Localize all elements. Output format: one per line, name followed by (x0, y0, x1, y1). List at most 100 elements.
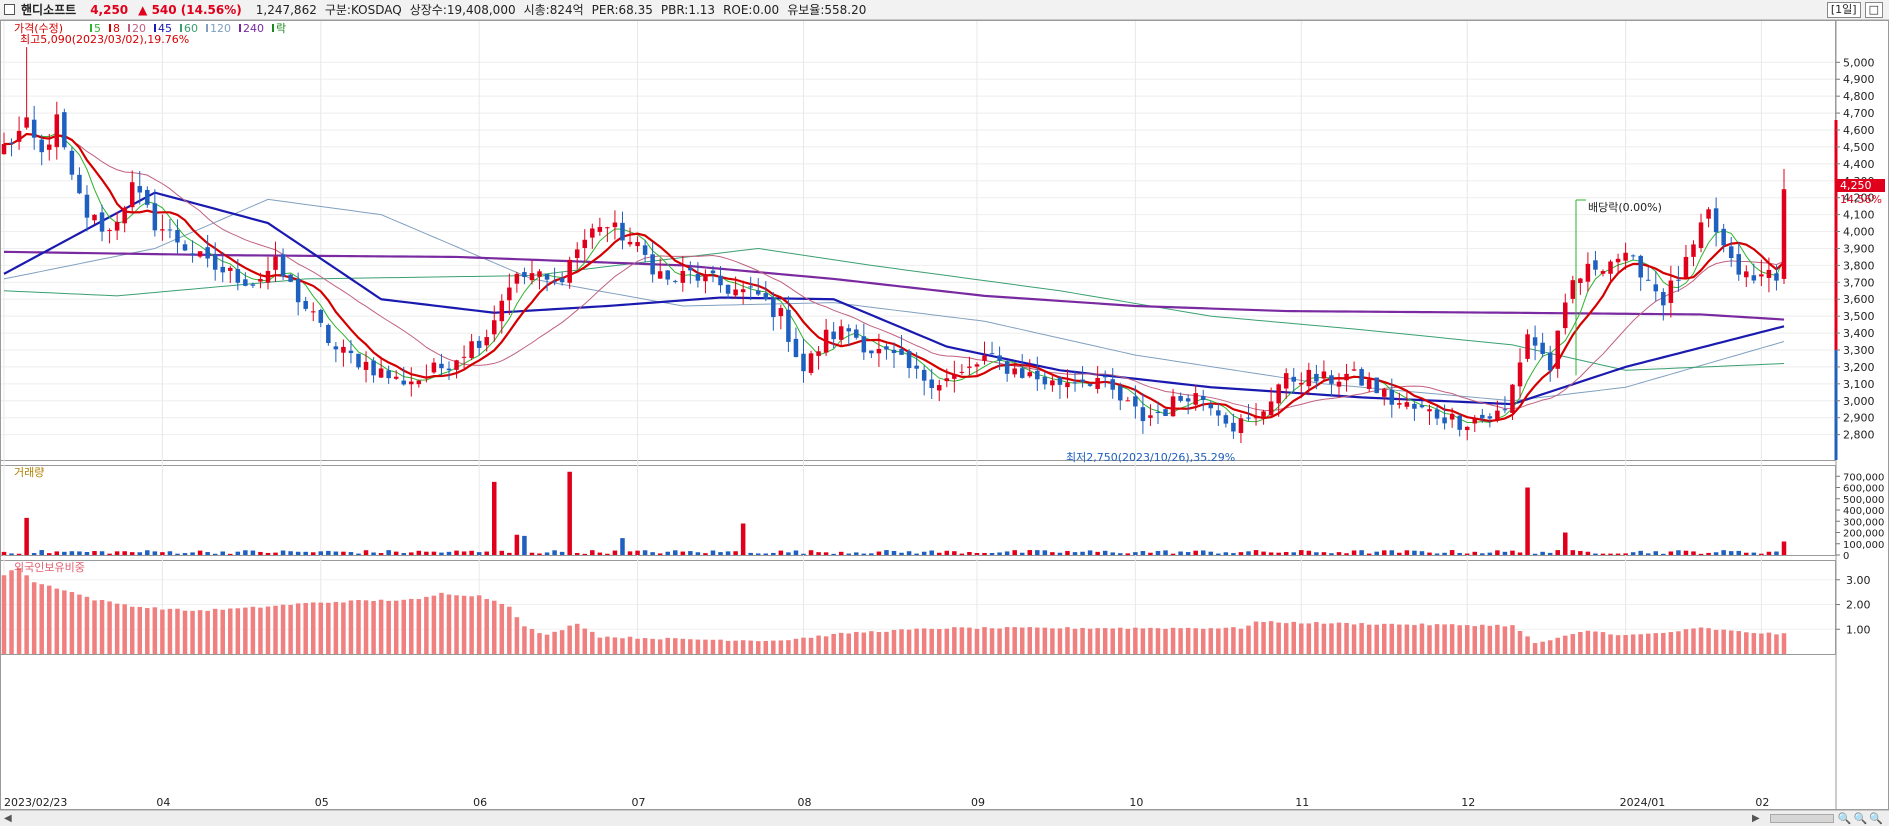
volume-bar (884, 550, 889, 555)
foreign-bar (1178, 628, 1183, 654)
candle-body (974, 364, 980, 367)
volume-tick-label: 400,000 (1843, 506, 1884, 517)
foreign-bar (1728, 630, 1734, 654)
candle-body (1781, 189, 1787, 279)
foreign-bar (1721, 629, 1726, 654)
foreign-bar (1374, 624, 1379, 654)
foreign-bar (537, 633, 542, 654)
volume-bar (718, 552, 723, 555)
volume-bar (1630, 552, 1636, 555)
candle-body (937, 385, 942, 391)
foreign-bar (1351, 624, 1357, 654)
foreign-bar (1517, 631, 1523, 654)
foreign-bar (1336, 622, 1342, 654)
foreign-bar (869, 631, 874, 654)
candle (137, 170, 143, 205)
candle (197, 251, 203, 259)
candle-body (1547, 352, 1553, 371)
foreign-bar (989, 628, 995, 654)
scroll-left-icon[interactable]: ◀ (4, 813, 12, 824)
candle-body (1321, 371, 1327, 379)
volume-bar (280, 550, 286, 555)
volume-bar (808, 550, 814, 555)
volume-bar (1366, 553, 1372, 555)
volume-bar (1170, 553, 1176, 555)
foreign-bar (725, 640, 731, 654)
candle (1344, 363, 1349, 392)
scroll-right-icon[interactable]: ▶ (1752, 813, 1760, 824)
foreign-bar (205, 610, 210, 654)
foreign-bar (1774, 634, 1779, 654)
candle-body (1653, 284, 1659, 292)
chart-scrollbar[interactable]: ◀ ▶ 🔍🔍🔍 (0, 810, 1889, 826)
volume-bar (1374, 551, 1379, 555)
candle-body (899, 349, 904, 355)
volume-value: 1,247,862 (255, 2, 317, 17)
candle (1495, 400, 1500, 423)
candle-body (439, 363, 444, 369)
zoom-icons[interactable]: 🔍🔍🔍 (1837, 812, 1885, 825)
candle (959, 363, 965, 375)
candle-body (997, 355, 1002, 361)
volume-bar (635, 550, 640, 555)
price-tick-label: 4,900 (1843, 73, 1875, 86)
volume-bar (1600, 553, 1606, 555)
foreign-bar (280, 604, 286, 654)
volume-bar (363, 550, 369, 555)
candle-body (152, 203, 158, 231)
candle-body (1630, 255, 1636, 257)
candle (1374, 377, 1379, 394)
candle (665, 270, 670, 286)
foreign-bar (273, 605, 278, 654)
volume-bar (235, 551, 241, 555)
foreign-bar (499, 603, 505, 654)
candle-body (175, 230, 180, 243)
volume-bar (333, 551, 339, 555)
candle (1178, 392, 1183, 403)
candle-body (476, 340, 482, 348)
foreign-bar (62, 590, 67, 654)
price-tick-label: 5,000 (1843, 56, 1875, 69)
window-restore-icon[interactable]: □ (1864, 2, 1883, 18)
candle (99, 204, 105, 242)
stock-chart[interactable]: 2,800 2,900 3,000 3,100 3,200 3,300 3,400 3,500… (0, 20, 1889, 810)
volume-bar (1728, 551, 1734, 555)
candle (537, 269, 542, 290)
candle (1517, 348, 1523, 399)
volume-bar (499, 550, 505, 555)
ma-legend-swatch (109, 24, 111, 32)
candle-body (1751, 275, 1757, 281)
candle (1035, 356, 1040, 391)
volume-bar (876, 551, 882, 555)
candle (129, 170, 135, 214)
candle (167, 219, 173, 239)
candle-body (1464, 426, 1470, 431)
candle-body (1382, 389, 1387, 397)
volume-bar (891, 550, 897, 555)
candle-body (695, 273, 701, 281)
price-tick-label: 4,400 (1843, 158, 1875, 171)
volume-bar (1299, 550, 1304, 555)
period-button[interactable]: [1일] (1826, 2, 1861, 18)
foreign-bar (733, 640, 738, 654)
foreign-bar (673, 638, 678, 654)
candle (1419, 401, 1425, 409)
candle-body (1246, 417, 1251, 419)
candle-body (703, 274, 708, 282)
candle (755, 278, 761, 297)
candle-body (250, 284, 256, 286)
select-checkbox[interactable] (4, 4, 15, 15)
candle (469, 333, 474, 361)
candle-body (24, 117, 29, 128)
candle-body (1035, 370, 1040, 380)
candle-body (1019, 368, 1025, 378)
volume-bar (1623, 553, 1628, 555)
candle-body (718, 275, 723, 286)
candle-body (869, 350, 874, 354)
volume-bar (1080, 551, 1085, 555)
candle (107, 228, 112, 244)
candle-body (318, 309, 324, 323)
scroll-thumb[interactable] (1770, 814, 1834, 823)
outer-frame (0, 20, 1889, 810)
foreign-bar (522, 626, 527, 654)
